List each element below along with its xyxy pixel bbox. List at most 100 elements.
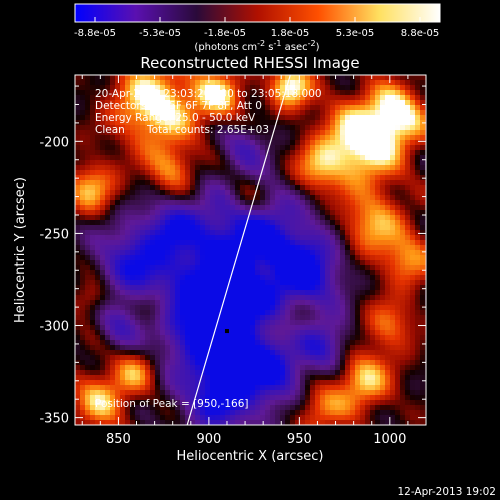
heatmap-cell [295,330,301,336]
heatmap-cell [110,345,116,351]
heatmap-cell [200,345,206,351]
heatmap-cell [230,140,236,146]
heatmap-cell [325,240,331,246]
heatmap-cell [125,365,131,371]
heatmap-cell [170,165,176,171]
heatmap-cell [295,105,301,111]
heatmap-cell [360,370,366,376]
heatmap-cell [380,305,386,311]
heatmap-cell [330,210,336,216]
heatmap-cell [420,170,426,176]
heatmap-cell [290,155,296,161]
heatmap-cell [235,390,241,396]
heatmap-cell [170,335,176,341]
heatmap-cell [410,180,416,186]
heatmap-cell [285,345,291,351]
heatmap-cell [125,185,131,191]
heatmap-cell [115,335,121,341]
heatmap-cell [355,180,361,186]
heatmap-cell [75,170,81,176]
heatmap-cell [100,290,106,296]
heatmap-cell [305,330,311,336]
heatmap-cell [95,140,101,146]
heatmap-cell [355,265,361,271]
heatmap-cell [390,110,396,116]
heatmap-cell [280,375,286,381]
heatmap-cell [250,95,256,101]
heatmap-cell [95,280,101,286]
heatmap-cell [270,410,276,416]
heatmap-cell [365,275,371,281]
heatmap-cell [375,370,381,376]
heatmap-cell [300,380,306,386]
heatmap-cell [390,350,396,356]
heatmap-cell [255,320,261,326]
heatmap-cell [415,105,421,111]
heatmap-cell [250,235,256,241]
heatmap-cell [370,380,376,386]
heatmap-cell [235,410,241,416]
heatmap-cell [250,420,256,425]
heatmap-cell [165,315,171,321]
heatmap-cell [105,235,111,241]
heatmap-cell [390,165,396,171]
heatmap-cell [310,260,316,266]
heatmap-cell [140,140,146,146]
heatmap-cell [220,175,226,181]
heatmap-cell [365,85,371,91]
heatmap-cell [130,175,136,181]
heatmap-cell [365,75,371,81]
heatmap-cell [360,235,366,241]
heatmap-cell [310,310,316,316]
heatmap-cell [355,235,361,241]
heatmap-cell [415,275,421,281]
heatmap-cell [295,355,301,361]
heatmap-cell [295,145,301,151]
heatmap-cell [265,240,271,246]
heatmap-cell [335,235,341,241]
heatmap-cell [410,235,416,241]
heatmap-cell [370,150,376,156]
heatmap-cell [270,245,276,251]
heatmap-cell [135,245,141,251]
heatmap-cell [355,145,361,151]
heatmap-cell [385,145,391,151]
heatmap-cell [175,255,181,261]
heatmap-cell [215,405,221,411]
heatmap-cell [130,135,136,141]
heatmap-cell [115,255,121,261]
heatmap-cell [180,220,186,226]
heatmap-cell [150,390,156,396]
heatmap-cell [145,155,151,161]
heatmap-cell [295,385,301,391]
heatmap-cell [155,85,161,91]
heatmap-cell [235,305,241,311]
heatmap-cell [90,250,96,256]
heatmap-cell [225,360,231,366]
heatmap-cell [345,320,351,326]
heatmap-cell [200,245,206,251]
heatmap-cell [410,325,416,331]
heatmap-cell [200,265,206,271]
heatmap-cell [325,365,331,371]
heatmap-cell [195,135,201,141]
heatmap-cell [275,360,281,366]
heatmap-cell [175,150,181,156]
heatmap-cell [325,215,331,221]
heatmap-cell [180,315,186,321]
heatmap-cell [335,210,341,216]
heatmap-cell [90,170,96,176]
heatmap-cell [200,75,206,81]
heatmap-cell [395,95,401,101]
heatmap-cell [290,375,296,381]
heatmap-cell [210,200,216,206]
heatmap-cell [105,360,111,366]
heatmap-cell [175,300,181,306]
heatmap-cell [390,215,396,221]
heatmap-cell [420,230,426,236]
heatmap-cell [355,410,361,416]
heatmap-cell [305,175,311,181]
heatmap-cell [90,240,96,246]
heatmap-cell [100,255,106,261]
heatmap-cell [85,415,91,421]
